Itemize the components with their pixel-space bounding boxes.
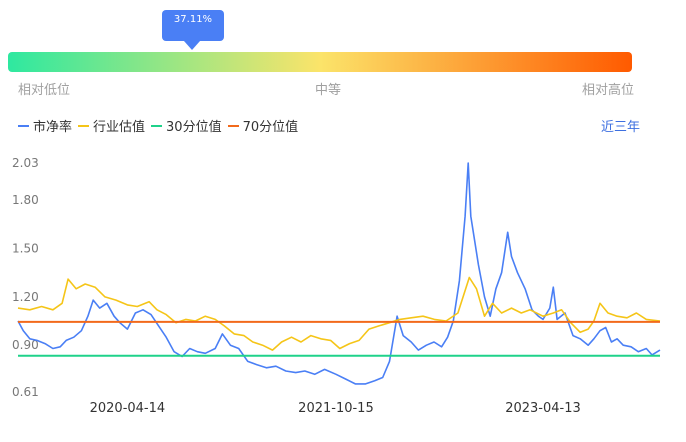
y-tick-label: 0.61 — [12, 385, 39, 399]
legend-label-pb: 市净率 — [33, 120, 73, 135]
percentile-bubble: 37.11% — [162, 10, 224, 41]
legend-label-p70: 70分位值 — [242, 120, 299, 135]
chart-legend: 市净率 行业估值 30分位值 70分位值 — [18, 116, 304, 135]
x-tick-label: 2021-10-15 — [298, 401, 374, 416]
legend-item-pb[interactable]: 市净率 — [18, 116, 72, 135]
legend-label-p30: 30分位值 — [166, 120, 222, 135]
y-tick-label: 0.90 — [12, 338, 39, 352]
legend-item-industry[interactable]: 行业估值 — [78, 116, 145, 135]
legend-item-p30[interactable]: 30分位值 — [151, 116, 222, 135]
percentile-bubble-pointer — [184, 41, 200, 50]
band-label-mid: 中等 — [315, 83, 342, 98]
y-tick-label: 1.50 — [12, 241, 39, 255]
legend-item-p70[interactable]: 70分位值 — [227, 116, 299, 135]
period-selector[interactable]: 近三年 — [600, 120, 640, 135]
band-label-low: 相对低位 — [18, 83, 71, 98]
legend-swatch-p70 — [227, 124, 239, 127]
legend-swatch-p30 — [151, 124, 163, 127]
pb-series-line — [17, 162, 661, 385]
x-tick-label: 2023-04-13 — [505, 401, 581, 416]
legend-swatch-pb — [18, 124, 29, 127]
y-tick-label: 2.03 — [12, 156, 39, 170]
percentile-gradient-bar — [8, 52, 632, 72]
x-tick-label: 2020-04-14 — [90, 401, 166, 416]
legend-swatch-industry — [78, 124, 90, 127]
band-label-high: 相对高位 — [582, 83, 635, 98]
y-tick-label: 1.80 — [12, 193, 39, 207]
legend-label-industry: 行业估值 — [93, 120, 146, 135]
percentile-value: 37.11% — [173, 14, 213, 25]
y-tick-label: 1.20 — [12, 290, 39, 304]
industry-series-line — [17, 276, 661, 351]
